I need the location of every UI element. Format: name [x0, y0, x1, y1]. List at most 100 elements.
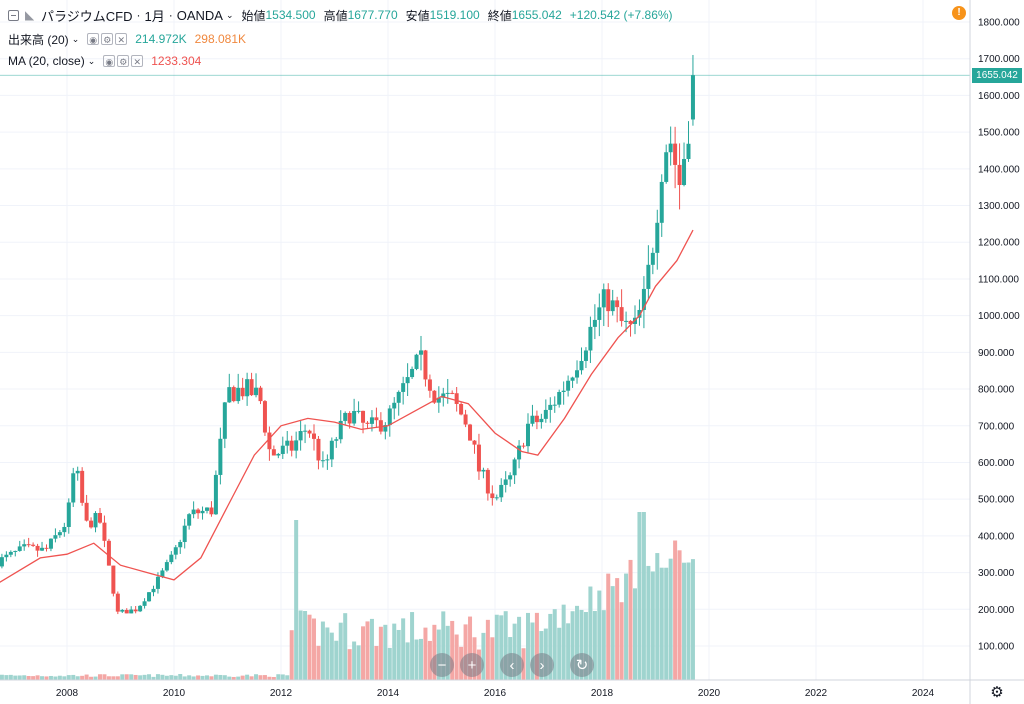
source[interactable]: OANDA — [176, 7, 223, 23]
volume-bar — [254, 674, 259, 680]
candle-body — [641, 288, 646, 310]
chevron-down-icon[interactable]: ⌄ — [225, 9, 234, 20]
volume-bar — [418, 638, 423, 680]
close-icon[interactable]: ✕ — [131, 55, 144, 67]
candle-body — [508, 475, 513, 480]
volume-bar — [334, 640, 339, 680]
candle-body — [53, 535, 58, 539]
volume-bar — [258, 675, 263, 680]
chevron-down-icon[interactable]: ⌄ — [87, 55, 96, 66]
zoom-out-icon[interactable]: − — [430, 653, 454, 677]
candle-body — [178, 542, 183, 548]
volume-bar — [441, 611, 446, 680]
candle-body — [236, 387, 241, 402]
volume-bar — [392, 623, 397, 680]
volume-label[interactable]: 出来高 (20) — [8, 32, 69, 47]
candle-body — [628, 320, 633, 324]
price-axis[interactable]: 1800.000 1700.000 1600.000 1500.000 1400.000… — [978, 18, 1020, 653]
symbol-icon: ◣ — [25, 8, 35, 22]
volume-bar — [637, 512, 642, 680]
volume-bar — [298, 610, 303, 680]
volume-bar — [0, 674, 4, 680]
candle-body — [240, 387, 245, 397]
scroll-left-icon[interactable]: ‹ — [500, 653, 524, 677]
volume-bars — [0, 512, 695, 680]
candle-body — [142, 601, 147, 606]
candle-body — [311, 433, 316, 439]
candle-body — [258, 387, 263, 402]
eye-icon[interactable]: ◉ — [87, 33, 100, 45]
candle-body — [316, 438, 321, 461]
gear-icon[interactable]: ⚙ — [117, 55, 130, 67]
eye-icon[interactable]: ◉ — [103, 55, 116, 67]
volume-bar — [530, 622, 535, 680]
candle-body — [557, 392, 562, 405]
candle-body — [548, 404, 553, 410]
candle-body — [115, 593, 120, 612]
candle-body — [566, 380, 571, 391]
volume-bar — [213, 674, 218, 680]
time-tick-label: 2008 — [56, 688, 79, 699]
price-tick-label: 1300.000 — [978, 201, 1020, 212]
volume-bar — [22, 675, 27, 680]
volume-bar — [249, 676, 254, 680]
volume-bar — [655, 553, 660, 680]
price-tick-label: 200.000 — [978, 605, 1015, 616]
candle-body — [17, 546, 22, 551]
interval[interactable]: 1月 — [144, 8, 165, 24]
alert-icon[interactable]: ! — [952, 6, 966, 20]
ma-label[interactable]: MA (20, close) — [8, 54, 85, 68]
separator: · — [136, 8, 141, 22]
low-value: 1519.100 — [429, 8, 480, 22]
candle-body — [138, 605, 143, 612]
candle-body — [294, 440, 299, 451]
settings-icon[interactable]: ⚙ — [990, 684, 1004, 701]
volume-bar — [606, 573, 611, 680]
volume-bar — [196, 675, 201, 680]
volume-bar — [468, 616, 473, 680]
candle-body — [173, 547, 178, 555]
volume-bar — [311, 618, 316, 680]
close-icon[interactable]: ✕ — [115, 33, 128, 45]
volume-bar — [615, 578, 620, 680]
volume-bar — [35, 675, 40, 680]
collapse-icon[interactable] — [8, 9, 19, 21]
volume-bar — [378, 626, 383, 680]
volume-bar — [325, 627, 330, 680]
candle-body — [432, 390, 437, 403]
gear-icon[interactable]: ⚙ — [101, 33, 114, 45]
reset-icon[interactable]: ↻ — [570, 653, 594, 677]
candle-body — [280, 445, 285, 454]
volume-bar — [57, 675, 62, 680]
candle-body — [31, 544, 36, 546]
scroll-right-icon[interactable]: › — [530, 653, 554, 677]
volume-bar — [329, 632, 334, 680]
candle-body — [517, 445, 522, 460]
candle-body — [463, 414, 468, 425]
volume-value: 214.972K — [135, 32, 187, 46]
candle-body — [686, 143, 691, 159]
candle-body — [361, 410, 366, 423]
separator: · — [168, 8, 173, 22]
candle-body — [254, 387, 259, 396]
volume-bar — [151, 676, 156, 680]
candle-body — [525, 423, 530, 447]
time-axis[interactable]: 2008 2010 2012 2014 2016 2018 2020 2022 2024 — [56, 688, 935, 699]
chevron-down-icon[interactable]: ⌄ — [71, 33, 80, 44]
volume-bar — [481, 632, 486, 680]
volume-bar — [142, 674, 147, 680]
volume-bar — [352, 641, 357, 680]
candle-body — [151, 588, 156, 593]
price-tick-label: 700.000 — [978, 421, 1015, 432]
symbol-name[interactable]: パラジウムCFD — [41, 8, 133, 24]
candle-body — [84, 502, 89, 521]
candle-body — [570, 377, 575, 381]
zoom-in-icon[interactable]: + — [460, 653, 484, 677]
volume-bar — [405, 642, 410, 680]
price-tick-label: 100.000 — [978, 642, 1015, 653]
candle-body — [66, 502, 71, 527]
volume-bar — [271, 676, 276, 680]
candle-body — [303, 430, 308, 432]
close-value: 1655.042 — [511, 8, 562, 22]
